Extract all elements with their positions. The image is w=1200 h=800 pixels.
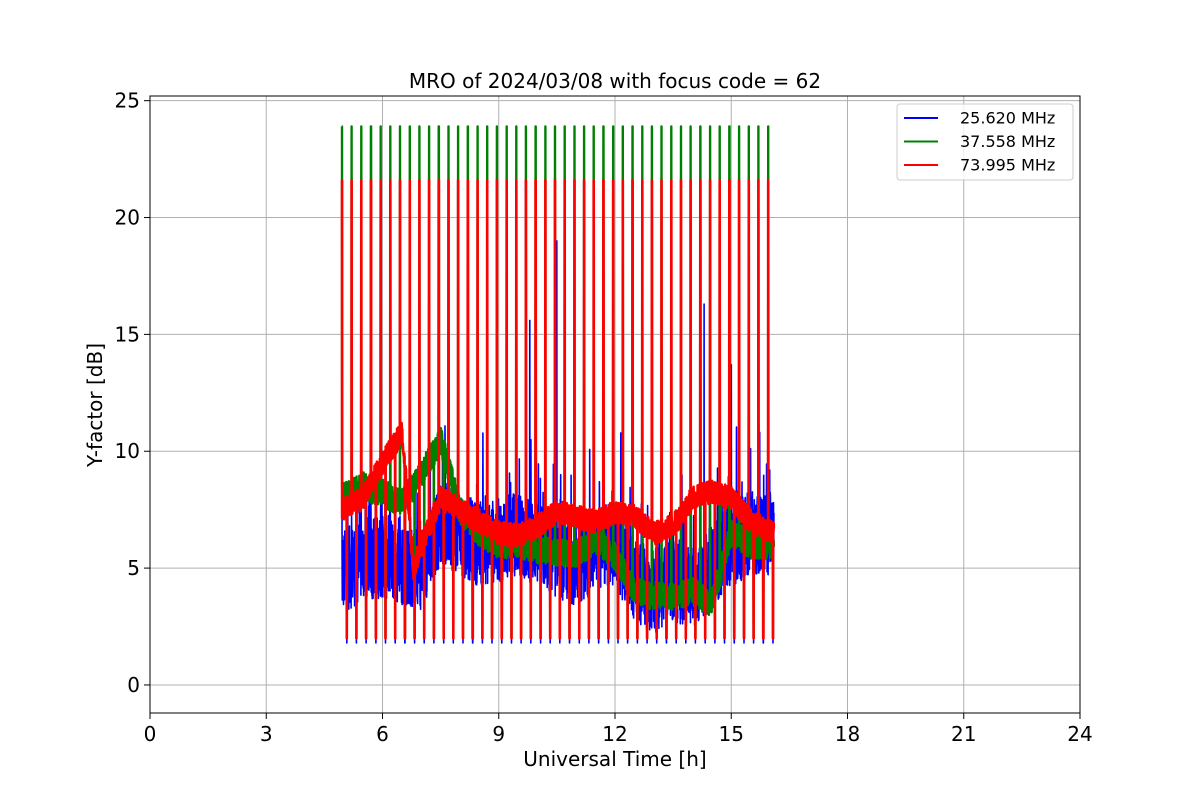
legend-label: 73.995 MHz	[960, 156, 1055, 175]
y-axis: 0 5 10 15 20 25	[115, 89, 150, 697]
series-line-3	[340, 178, 776, 640]
x-tick-label: 21	[951, 722, 976, 746]
y-tick-label: 5	[127, 556, 140, 580]
legend-box	[896, 103, 1074, 181]
y-tick-label: 15	[115, 322, 140, 346]
chart-title: MRO of 2024/03/08 with focus code = 62	[409, 69, 821, 93]
legend-label: 25.620 MHz	[960, 109, 1055, 128]
x-tick-label: 18	[835, 722, 860, 746]
x-axis-title: Universal Time [h]	[523, 747, 706, 771]
x-tick-label: 0	[144, 722, 157, 746]
y-tick-label: 0	[127, 673, 140, 697]
series-line-2	[340, 125, 776, 640]
x-axis: 0 3 6 9 12 15 18 21 24	[144, 713, 1093, 746]
plot-area	[340, 125, 776, 644]
x-tick-label: 12	[602, 722, 627, 746]
y-tick-label: 25	[115, 89, 140, 113]
x-tick-label: 15	[719, 722, 744, 746]
x-tick-label: 9	[492, 722, 505, 746]
y-tick-label: 10	[115, 439, 140, 463]
x-tick-label: 6	[376, 722, 389, 746]
x-tick-label: 24	[1067, 722, 1092, 746]
legend-label: 37.558 MHz	[960, 132, 1055, 151]
y-tick-label: 20	[115, 206, 140, 230]
x-tick-label: 3	[260, 722, 273, 746]
legend: 25.620 MHz 37.558 MHz 73.995 MHz	[896, 103, 1074, 181]
y-axis-title: Y-factor [dB]	[83, 343, 107, 468]
